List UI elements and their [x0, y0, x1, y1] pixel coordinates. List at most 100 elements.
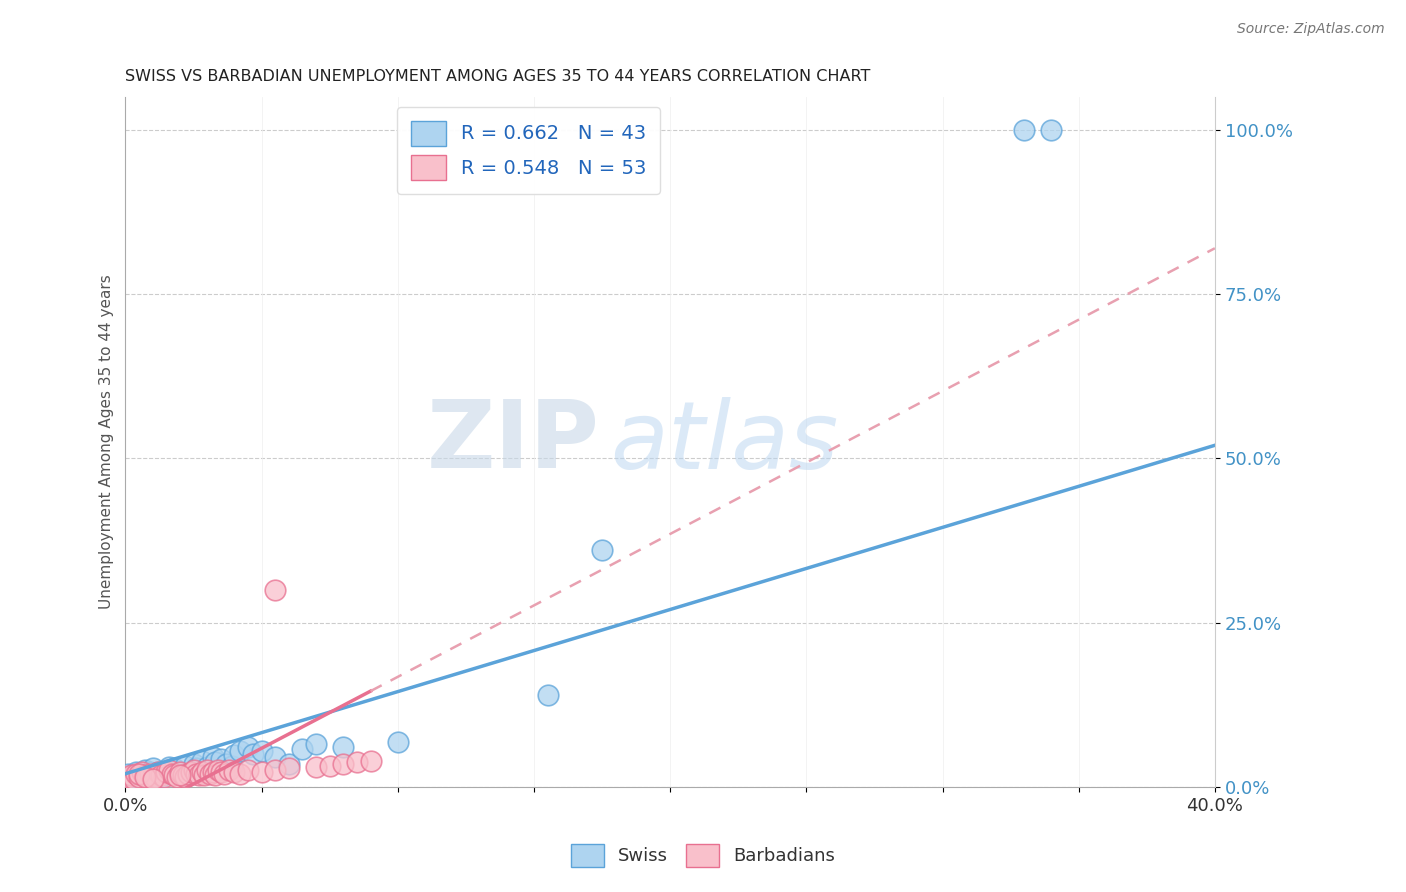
Point [264, 764, 287, 778]
Point [183, 764, 205, 778]
Point [360, 754, 382, 768]
Point [188, 768, 211, 782]
Point [264, 750, 287, 764]
Point [183, 756, 205, 771]
Point [204, 768, 226, 782]
Point [174, 759, 197, 773]
Point [142, 761, 165, 775]
Point [204, 755, 226, 769]
Point [122, 770, 145, 784]
Point [120, 768, 142, 782]
Point [1040, 123, 1063, 137]
Point [134, 768, 156, 782]
Point [157, 760, 180, 774]
Point [169, 765, 191, 780]
Text: SWISS VS BARBADIAN UNEMPLOYMENT AMONG AGES 35 TO 44 YEARS CORRELATION CHART: SWISS VS BARBADIAN UNEMPLOYMENT AMONG AG… [125, 69, 870, 84]
Point [591, 543, 613, 558]
Point [224, 765, 246, 780]
Point [131, 768, 153, 782]
Point [163, 768, 186, 782]
Point [177, 766, 200, 780]
Point [139, 765, 162, 780]
Point [149, 768, 172, 782]
Point [277, 756, 299, 771]
Point [236, 764, 259, 778]
Point [163, 761, 186, 775]
Point [1012, 123, 1035, 137]
Point [160, 766, 183, 780]
Point [209, 765, 232, 780]
Point [201, 765, 224, 780]
Point [169, 768, 191, 782]
Point [221, 759, 243, 773]
Point [125, 766, 148, 780]
Point [136, 770, 159, 784]
Point [145, 770, 167, 784]
Point [242, 747, 264, 761]
Point [319, 759, 342, 773]
Point [277, 761, 299, 775]
Point [155, 764, 177, 778]
Text: Source: ZipAtlas.com: Source: ZipAtlas.com [1237, 22, 1385, 37]
Point [180, 765, 202, 780]
Point [186, 761, 208, 775]
Text: atlas: atlas [610, 397, 838, 488]
Point [346, 755, 368, 769]
Point [117, 766, 139, 780]
Point [195, 760, 218, 774]
Point [332, 740, 354, 755]
Point [305, 760, 328, 774]
Point [305, 737, 328, 751]
Point [157, 764, 180, 778]
Point [122, 772, 145, 786]
Point [128, 770, 150, 784]
Point [250, 744, 273, 758]
Point [193, 768, 215, 782]
Point [207, 764, 229, 778]
Point [149, 770, 172, 784]
Point [250, 765, 273, 780]
Point [155, 765, 177, 780]
Point [201, 750, 224, 764]
Point [198, 766, 221, 780]
Point [131, 765, 153, 780]
Legend: Swiss, Barbadians: Swiss, Barbadians [564, 837, 842, 874]
Point [134, 770, 156, 784]
Point [169, 765, 191, 780]
Point [215, 756, 238, 771]
Point [332, 756, 354, 771]
Point [174, 770, 197, 784]
Point [134, 764, 156, 778]
Y-axis label: Unemployment Among Ages 35 to 44 years: Unemployment Among Ages 35 to 44 years [100, 275, 114, 609]
Point [128, 772, 150, 786]
Point [146, 765, 169, 780]
Point [172, 768, 194, 782]
Point [291, 741, 314, 756]
Point [117, 770, 139, 784]
Point [125, 765, 148, 780]
Point [128, 766, 150, 780]
Point [212, 766, 235, 780]
Point [224, 748, 246, 763]
Point [152, 770, 174, 784]
Point [218, 764, 240, 778]
Legend: R = 0.662   N = 43, R = 0.548   N = 53: R = 0.662 N = 43, R = 0.548 N = 53 [396, 107, 661, 194]
Point [264, 582, 287, 597]
Point [387, 735, 409, 749]
Point [172, 768, 194, 782]
Point [236, 740, 259, 755]
Point [186, 766, 208, 780]
Point [190, 765, 212, 780]
Point [166, 770, 188, 784]
Point [142, 772, 165, 786]
Point [139, 766, 162, 780]
Point [536, 688, 558, 702]
Point [209, 752, 232, 766]
Point [146, 765, 169, 780]
Point [190, 754, 212, 768]
Point [136, 770, 159, 784]
Point [145, 768, 167, 782]
Point [160, 766, 183, 780]
Point [229, 744, 252, 758]
Point [229, 766, 252, 780]
